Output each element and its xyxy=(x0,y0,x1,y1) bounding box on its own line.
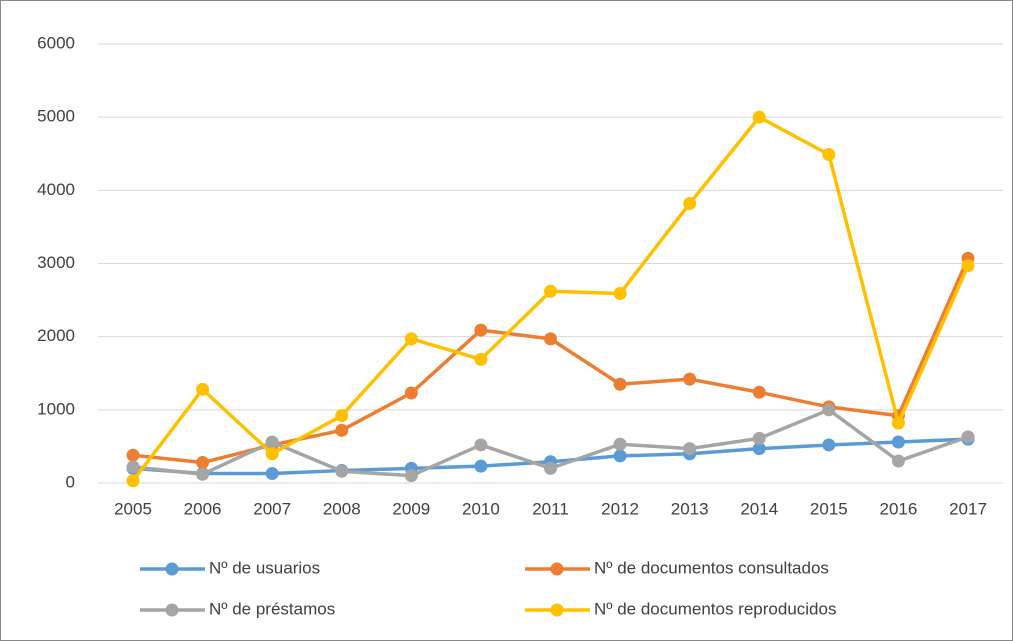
data-point xyxy=(126,448,140,462)
x-tick-label: 2013 xyxy=(671,499,709,518)
data-point xyxy=(822,403,836,417)
x-tick-label: 2006 xyxy=(184,499,222,518)
data-point xyxy=(474,323,488,337)
data-point xyxy=(196,456,210,470)
data-point xyxy=(265,435,279,449)
data-point xyxy=(544,332,557,346)
data-point xyxy=(196,467,210,481)
legend-label: Nº de documentos reproducidos xyxy=(594,599,836,618)
data-point xyxy=(613,437,627,451)
data-point xyxy=(822,438,836,452)
data-point xyxy=(613,286,627,300)
x-tick-label: 2005 xyxy=(114,499,152,518)
data-point xyxy=(613,377,627,391)
data-point xyxy=(961,259,975,273)
data-point xyxy=(822,147,836,161)
data-point xyxy=(404,469,418,483)
x-tick-label: 2017 xyxy=(949,499,987,518)
data-point xyxy=(752,385,766,399)
data-point xyxy=(335,423,349,437)
data-point xyxy=(752,431,766,445)
x-tick-label: 2010 xyxy=(462,499,500,518)
data-point xyxy=(265,447,279,461)
x-tick-label: 2009 xyxy=(392,499,430,518)
data-point xyxy=(961,430,975,444)
y-tick-label: 4000 xyxy=(37,180,75,199)
data-point xyxy=(126,460,140,474)
legend-marker xyxy=(550,562,564,576)
x-tick-label: 2016 xyxy=(880,499,918,518)
y-tick-label: 5000 xyxy=(37,107,75,126)
y-tick-label: 1000 xyxy=(37,399,75,418)
y-tick-label: 0 xyxy=(66,472,75,491)
data-point xyxy=(891,416,905,430)
data-point xyxy=(683,372,697,386)
legend-label: Nº de usuarios xyxy=(209,558,320,577)
data-point xyxy=(404,386,418,400)
data-point xyxy=(126,474,140,488)
x-tick-label: 2008 xyxy=(323,499,361,518)
data-point xyxy=(196,382,210,396)
x-tick-label: 2007 xyxy=(253,499,291,518)
legend-marker xyxy=(165,603,179,617)
legend-marker xyxy=(550,603,564,617)
data-point xyxy=(544,461,557,475)
y-tick-label: 3000 xyxy=(37,253,75,272)
data-point xyxy=(474,438,488,452)
data-point xyxy=(335,464,349,478)
data-point xyxy=(891,454,905,468)
data-point xyxy=(544,284,557,298)
legend-label: Nº de préstamos xyxy=(209,599,335,618)
y-tick-label: 2000 xyxy=(37,326,75,345)
x-tick-label: 2014 xyxy=(740,499,778,518)
x-tick-label: 2011 xyxy=(532,499,569,518)
data-point xyxy=(891,435,905,449)
data-point xyxy=(613,449,627,463)
data-point xyxy=(683,442,697,456)
legend-label: Nº de documentos consultados xyxy=(594,558,829,577)
x-tick-label: 2012 xyxy=(601,499,639,518)
y-tick-label: 6000 xyxy=(37,33,75,52)
data-point xyxy=(752,442,766,456)
data-point xyxy=(752,110,766,124)
data-point xyxy=(683,197,697,211)
data-point xyxy=(474,352,488,366)
data-point xyxy=(335,409,349,423)
data-point xyxy=(474,459,488,473)
data-point xyxy=(265,466,279,480)
data-point xyxy=(404,332,418,346)
x-tick-label: 2015 xyxy=(810,499,848,518)
legend-marker xyxy=(165,562,179,576)
